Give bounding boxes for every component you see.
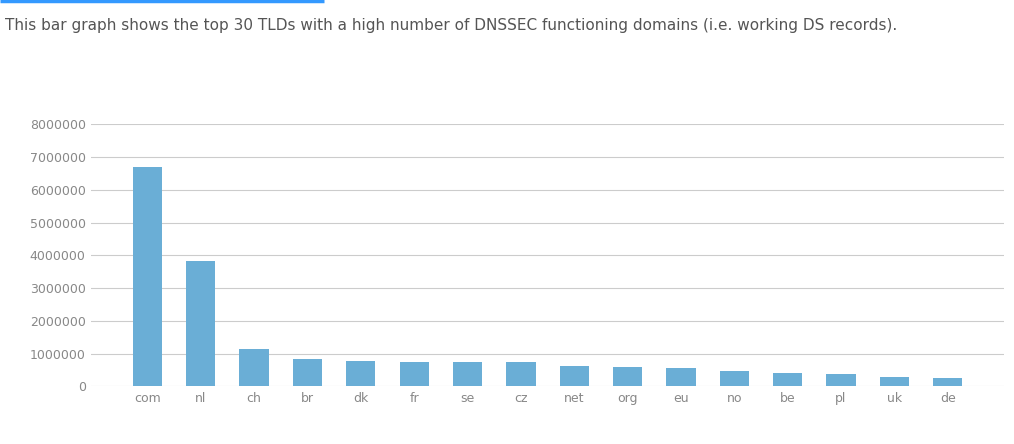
Bar bbox=[293, 359, 322, 386]
Bar bbox=[666, 368, 696, 386]
Bar bbox=[400, 362, 429, 386]
Bar bbox=[933, 378, 962, 386]
Bar bbox=[506, 362, 535, 386]
Text: This bar graph shows the top 30 TLDs with a high number of DNSSEC functioning do: This bar graph shows the top 30 TLDs wit… bbox=[5, 18, 897, 33]
Bar bbox=[826, 374, 856, 386]
Bar bbox=[453, 362, 483, 386]
Bar bbox=[133, 167, 162, 386]
Bar bbox=[773, 373, 802, 386]
Bar bbox=[560, 366, 589, 386]
Bar bbox=[612, 367, 642, 386]
Bar bbox=[346, 361, 375, 386]
Bar bbox=[239, 349, 269, 386]
Bar bbox=[720, 371, 749, 386]
Bar bbox=[880, 377, 909, 386]
Bar bbox=[187, 261, 215, 386]
